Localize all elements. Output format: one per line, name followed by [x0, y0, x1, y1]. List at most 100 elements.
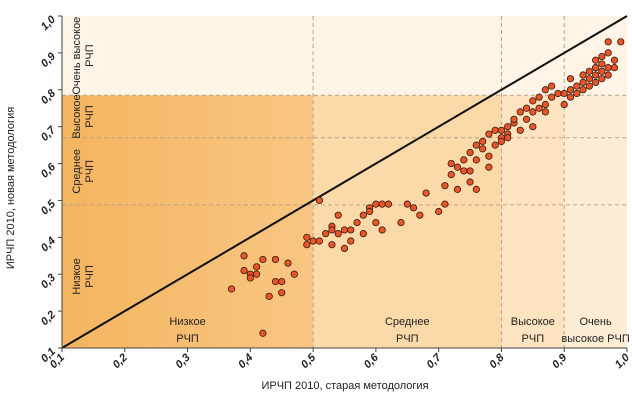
x-tick-label: 0,8: [487, 351, 507, 371]
equality-line: [61, 15, 628, 349]
data-point: [334, 230, 342, 238]
x-zone-label: Высокое: [511, 316, 555, 328]
data-point: [472, 156, 480, 164]
data-point: [366, 207, 374, 216]
y-zone-label-group: Очень высокое РЧП: [71, 17, 96, 95]
data-point: [554, 89, 562, 98]
data-point: [592, 56, 600, 64]
data-point: [485, 152, 493, 160]
data-point: [548, 93, 556, 101]
y-axis-title: ИРЧП 2010, новая методология: [5, 107, 17, 269]
data-point: [504, 134, 512, 142]
data-point: [579, 86, 587, 94]
data-point: [529, 108, 537, 116]
y-zone-label-group: Высокое РЧП: [71, 94, 96, 138]
x-tick-label: 0,4: [236, 352, 255, 371]
data-point: [491, 141, 499, 149]
data-point: [548, 82, 556, 90]
x-tick-label: 0,2: [111, 352, 130, 371]
x-zone-label: РЧП: [522, 333, 545, 345]
data-point: [585, 67, 593, 75]
data-point: [453, 163, 462, 171]
y-zone-label: РЧП: [84, 160, 96, 183]
data-point: [441, 200, 449, 208]
data-point: [303, 233, 311, 241]
data-point: [497, 126, 506, 134]
data-point: [479, 137, 487, 146]
y-tick-label: 0,6: [39, 161, 59, 181]
data-point: [334, 211, 342, 219]
data-point: [560, 89, 568, 98]
y-zone-label: Высокое: [71, 94, 83, 138]
data-point: [460, 167, 468, 175]
y-zone-label: Очень высокое: [71, 17, 83, 95]
data-point: [265, 292, 273, 300]
data-point: [466, 178, 474, 186]
data-point: [278, 277, 286, 286]
data-point: [522, 115, 531, 123]
data-point: [359, 211, 367, 219]
data-point: [447, 171, 455, 179]
data-point: [309, 237, 317, 245]
x-zone-label: Низкое: [169, 316, 205, 328]
data-point: [472, 185, 480, 193]
x-zone-label: высокое РЧП: [561, 333, 629, 345]
data-point: [315, 196, 323, 205]
data-point: [541, 100, 549, 109]
data-point: [579, 78, 587, 87]
data-point: [566, 93, 575, 101]
data-point: [372, 218, 380, 227]
data-point: [347, 226, 355, 234]
data-point: [240, 252, 248, 260]
data-point: [353, 218, 361, 227]
y-zone-label: Среднее: [71, 149, 83, 194]
y-tick-label: 0,7: [39, 124, 59, 144]
data-point: [504, 123, 512, 131]
data-point: [516, 108, 524, 116]
data-point: [278, 289, 286, 297]
data-point: [598, 67, 606, 75]
data-point: [617, 38, 625, 46]
data-point: [566, 86, 575, 94]
data-point: [253, 270, 261, 278]
data-point: [598, 75, 606, 83]
y-zone-label: РЧП: [84, 44, 96, 67]
x-tick-label: 0,5: [299, 351, 319, 371]
y-tick-label: 1,0: [39, 13, 59, 33]
data-point: [560, 100, 568, 109]
data-point: [253, 263, 261, 271]
y-zone-label-group: Среднее РЧП: [71, 149, 96, 194]
data-point: [485, 163, 493, 171]
data-point: [328, 226, 336, 234]
data-point: [497, 137, 506, 146]
data-point: [422, 189, 430, 197]
zone-background: [62, 95, 314, 348]
data-point: [441, 182, 449, 190]
data-point: [598, 52, 606, 61]
zone-background: [313, 95, 502, 348]
data-point: [592, 64, 600, 72]
data-point: [466, 167, 474, 175]
data-point: [447, 159, 455, 168]
data-point: [522, 104, 531, 112]
data-point: [610, 64, 619, 72]
data-point: [384, 200, 393, 208]
data-point: [604, 71, 612, 79]
data-point: [453, 185, 462, 193]
x-tick-label: 0,9: [550, 351, 570, 371]
data-point: [416, 211, 424, 219]
zone-labels: НизкоеРЧПСреднееРЧПВысокоеРЧПОченьвысоко…: [71, 17, 630, 345]
data-point: [397, 218, 405, 227]
data-point: [460, 156, 468, 164]
data-point: [491, 126, 499, 134]
data-point: [284, 259, 292, 267]
x-zone-label: Среднее: [385, 316, 430, 328]
y-tick-label: 0,2: [39, 309, 58, 328]
y-tick-label: 0,4: [39, 235, 58, 254]
data-point: [259, 255, 267, 264]
data-point: [340, 244, 349, 252]
data-point: [240, 266, 248, 275]
data-point: [378, 200, 386, 208]
data-point: [541, 108, 549, 116]
